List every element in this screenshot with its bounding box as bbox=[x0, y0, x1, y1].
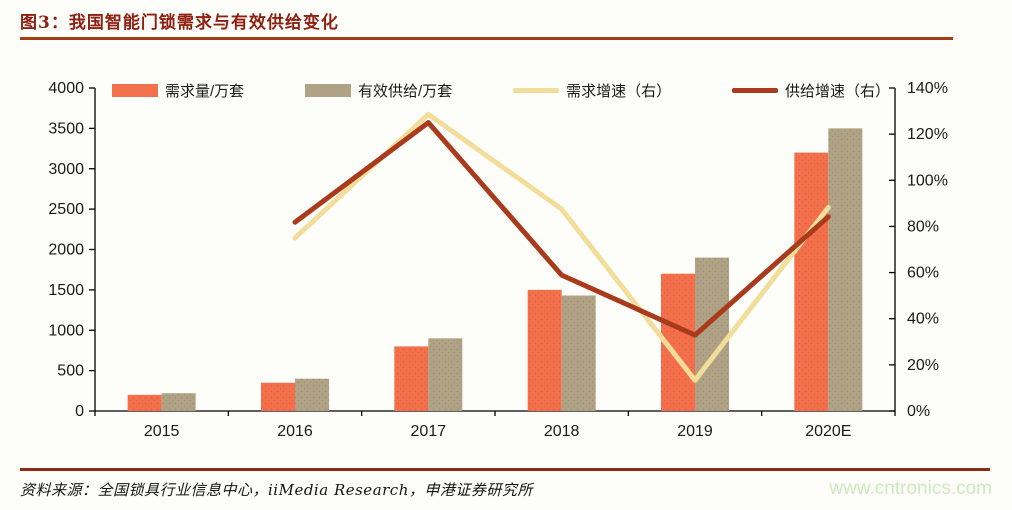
legend-label: 需求量/万套 bbox=[165, 83, 245, 100]
x-axis-category-label: 2017 bbox=[411, 423, 447, 440]
right-axis-tick-label: 20% bbox=[907, 357, 939, 374]
right-axis-tick-label: 0% bbox=[907, 403, 930, 420]
page-title: 图3：我国智能门锁需求与有效供给变化 bbox=[20, 13, 339, 33]
right-axis-tick-label: 80% bbox=[907, 218, 939, 235]
left-axis-tick-label: 2500 bbox=[48, 201, 84, 218]
demand-growth-line-swatch-icon bbox=[513, 88, 560, 93]
x-axis-category-label: 2019 bbox=[677, 423, 713, 440]
legend-item-supply-bar: 有效供给/万套 bbox=[305, 80, 452, 101]
axes bbox=[89, 87, 896, 416]
source-note: 资料来源：全国锁具行业信息中心，iiMedia Research，申港证券研究所 bbox=[20, 481, 533, 499]
combo-chart: 0 500 1000 1500 2000 2500 3000 3500 4000 0% 20% 40%… bbox=[0, 60, 1012, 460]
right-axis-tick-label: 40% bbox=[907, 311, 939, 328]
x-axis-category-label: 2016 bbox=[277, 423, 313, 440]
right-axis-tick-label: 60% bbox=[907, 265, 939, 282]
legend-item-demand-bar: 需求量/万套 bbox=[112, 80, 244, 101]
bar-supply-2019 bbox=[695, 257, 729, 411]
legend-label: 需求增速（右） bbox=[566, 83, 672, 100]
bar-demand-2018 bbox=[527, 289, 562, 411]
left-axis-tick-label: 0 bbox=[75, 403, 84, 420]
chart-legend: 需求量/万套 有效供给/万套 需求增速（右） 供给增速（右） bbox=[112, 80, 890, 101]
bar-demand-2017 bbox=[394, 346, 429, 411]
lines-group bbox=[292, 111, 831, 383]
bar-demand-2016 bbox=[261, 382, 295, 411]
supply-growth-line bbox=[292, 120, 831, 338]
left-axis-tick-label: 500 bbox=[57, 363, 84, 380]
left-axis-tick-label: 3000 bbox=[48, 161, 84, 178]
demand-bar-swatch-icon bbox=[112, 84, 158, 97]
left-axis-tick-label: 4000 bbox=[48, 80, 84, 97]
bar-demand-2020E bbox=[794, 152, 829, 411]
left-axis-tick-label: 2000 bbox=[48, 242, 84, 259]
x-axis-category-label: 2015 bbox=[144, 423, 180, 440]
watermark: www.cntronics.com bbox=[829, 478, 992, 499]
bar-supply-2017 bbox=[428, 338, 463, 411]
bar-supply-2020E bbox=[828, 128, 863, 411]
right-axis-tick-label: 120% bbox=[907, 126, 948, 143]
x-axis-category-label: 2018 bbox=[544, 423, 580, 440]
bar-supply-2015 bbox=[161, 393, 196, 411]
bar-demand-2015 bbox=[127, 394, 162, 411]
left-axis-tick-label: 3500 bbox=[48, 120, 84, 137]
legend-item-demand-growth-line: 需求增速（右） bbox=[513, 80, 671, 101]
bar-supply-2018 bbox=[561, 295, 596, 411]
supply-bar-swatch-icon bbox=[305, 84, 352, 97]
right-axis-tick-label: 100% bbox=[907, 172, 948, 189]
legend-label: 有效供给/万套 bbox=[358, 83, 453, 100]
legend-label: 供给增速（右） bbox=[784, 83, 890, 100]
title-divider bbox=[20, 37, 953, 40]
bar-supply-2016 bbox=[295, 378, 329, 411]
right-axis-tick-label: 140% bbox=[907, 80, 948, 97]
legend-item-supply-growth-line: 供给增速（右） bbox=[731, 80, 890, 101]
bars-group bbox=[127, 128, 863, 411]
left-axis-tick-label: 1500 bbox=[48, 282, 84, 299]
footer-divider bbox=[20, 468, 990, 471]
left-axis-tick-label: 1000 bbox=[48, 322, 84, 339]
x-axis-category-label: 2020E bbox=[805, 423, 851, 440]
supply-growth-line-swatch-icon bbox=[731, 88, 778, 93]
combo-chart-canvas: 0 500 1000 1500 2000 2500 3000 3500 4000 0% 20% 40%… bbox=[48, 80, 948, 440]
